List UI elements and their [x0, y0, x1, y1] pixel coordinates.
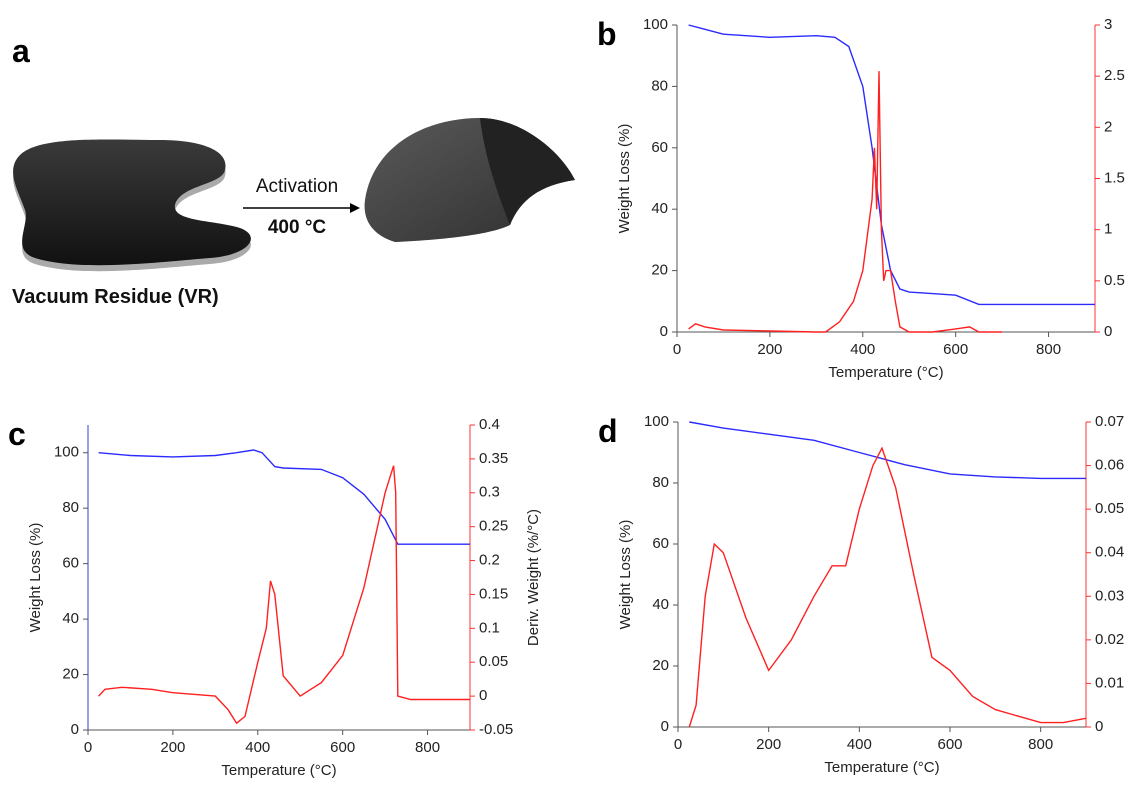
y-axis-title: Weight Loss (%) [27, 523, 44, 633]
x-tick-label: 400 [850, 341, 875, 358]
y2-tick-label: 0.1 [479, 619, 500, 636]
y2-tick-label: 3 [1104, 16, 1112, 33]
x-tick-label: 800 [1036, 341, 1061, 358]
y-tick-label: 80 [651, 77, 668, 94]
y2-tick-label: 0 [1104, 323, 1112, 340]
y-tick-label: 80 [62, 499, 79, 516]
arrow-head [350, 203, 360, 213]
panel-label: c [8, 416, 26, 452]
panel-label: d [598, 413, 618, 449]
y-tick-label: 60 [62, 555, 79, 572]
arrow-condition: 400 °C [268, 217, 327, 238]
y2-tick-label: 0.05 [1095, 500, 1124, 517]
chart-panel: b 0 200 400 600 800 0 20 40 60 80 100 0 0.5 1 1.5 2 2.5 3 T… [597, 16, 1125, 381]
y-tick-label: 20 [652, 657, 669, 674]
y2-tick-label: 1.5 [1104, 169, 1125, 186]
x-axis-title: Temperature (°C) [221, 762, 336, 779]
x-tick-label: 800 [415, 739, 440, 756]
y2-tick-label: 0.03 [1095, 587, 1124, 604]
y2-tick-label: 2 [1104, 118, 1112, 135]
y2-tick-label: 0.02 [1095, 631, 1124, 648]
y2-tick-label: 0 [1095, 718, 1103, 735]
residue-blob [13, 139, 251, 266]
panel-label: a [12, 33, 30, 69]
y-tick-label: 40 [652, 596, 669, 613]
x-tick-label: 400 [847, 736, 872, 753]
y-axis-title: Weight Loss (%) [617, 520, 634, 630]
x-tick-label: 200 [160, 739, 185, 756]
y-tick-label: 80 [652, 474, 669, 491]
y-tick-label: 40 [651, 200, 668, 217]
y2-axis-title: Deriv. Weight (%/°C) [525, 509, 542, 646]
x-tick-label: 0 [84, 739, 92, 756]
chart-panel: d 0 200 400 600 800 0 20 40 60 80 100 0 0.01 0.02 0.03 0… [598, 413, 1124, 776]
arrow-text: Activation [256, 176, 338, 197]
y-tick-label: 100 [644, 413, 669, 430]
y-tick-label: 20 [651, 262, 668, 279]
data-line [98, 449, 470, 545]
x-tick-label: 600 [330, 739, 355, 756]
y2-tick-label: 0.3 [479, 484, 500, 501]
data-line [98, 465, 470, 725]
y-tick-label: 0 [71, 721, 79, 738]
data-line [688, 71, 1003, 333]
data-line [688, 24, 1095, 306]
x-tick-label: 400 [245, 739, 270, 756]
y-tick-label: 0 [661, 718, 669, 735]
x-tick-label: 200 [756, 736, 781, 753]
data-line [689, 421, 1086, 480]
y-tick-label: 60 [652, 535, 669, 552]
y2-tick-label: -0.05 [479, 721, 513, 738]
y2-tick-label: 2.5 [1104, 67, 1125, 84]
panel-a: a Activation 400 °C Vacuum Residue (VR) [12, 33, 575, 308]
y2-tick-label: 0.4 [479, 416, 500, 433]
y2-tick-label: 0.15 [479, 585, 508, 602]
y2-tick-label: 0.5 [1104, 272, 1125, 289]
y2-tick-label: 0 [479, 687, 487, 704]
y2-tick-label: 0.05 [479, 653, 508, 670]
x-tick-label: 800 [1028, 736, 1053, 753]
y2-tick-label: 0.25 [479, 518, 508, 535]
y2-tick-label: 0.06 [1095, 457, 1124, 474]
y-tick-label: 20 [62, 666, 79, 683]
y2-tick-label: 1 [1104, 221, 1112, 238]
caption: Vacuum Residue (VR) [12, 286, 219, 308]
chart-panel: c 0 200 400 600 800 0 20 40 60 80 100 -0.05 0 0.05 0.1 0… [8, 416, 542, 779]
y-tick-label: 100 [643, 16, 668, 33]
data-line [688, 446, 1087, 728]
y2-tick-label: 0.07 [1095, 413, 1124, 430]
x-tick-label: 0 [674, 736, 682, 753]
y2-tick-label: 0.35 [479, 450, 508, 467]
y-tick-label: 60 [651, 139, 668, 156]
x-tick-label: 0 [673, 341, 681, 358]
carbon-face [480, 118, 575, 225]
panel-label: b [597, 16, 617, 52]
x-tick-label: 200 [757, 341, 782, 358]
y-tick-label: 40 [62, 610, 79, 627]
y2-tick-label: 0.01 [1095, 674, 1124, 691]
y-tick-label: 100 [54, 444, 79, 461]
y-axis-title: Weight Loss (%) [616, 124, 633, 234]
x-tick-label: 600 [943, 341, 968, 358]
x-axis-title: Temperature (°C) [828, 364, 943, 381]
y2-tick-label: 0.04 [1095, 544, 1124, 561]
y2-tick-label: 0.2 [479, 552, 500, 569]
y-tick-label: 0 [660, 323, 668, 340]
x-tick-label: 600 [937, 736, 962, 753]
x-axis-title: Temperature (°C) [824, 759, 939, 776]
